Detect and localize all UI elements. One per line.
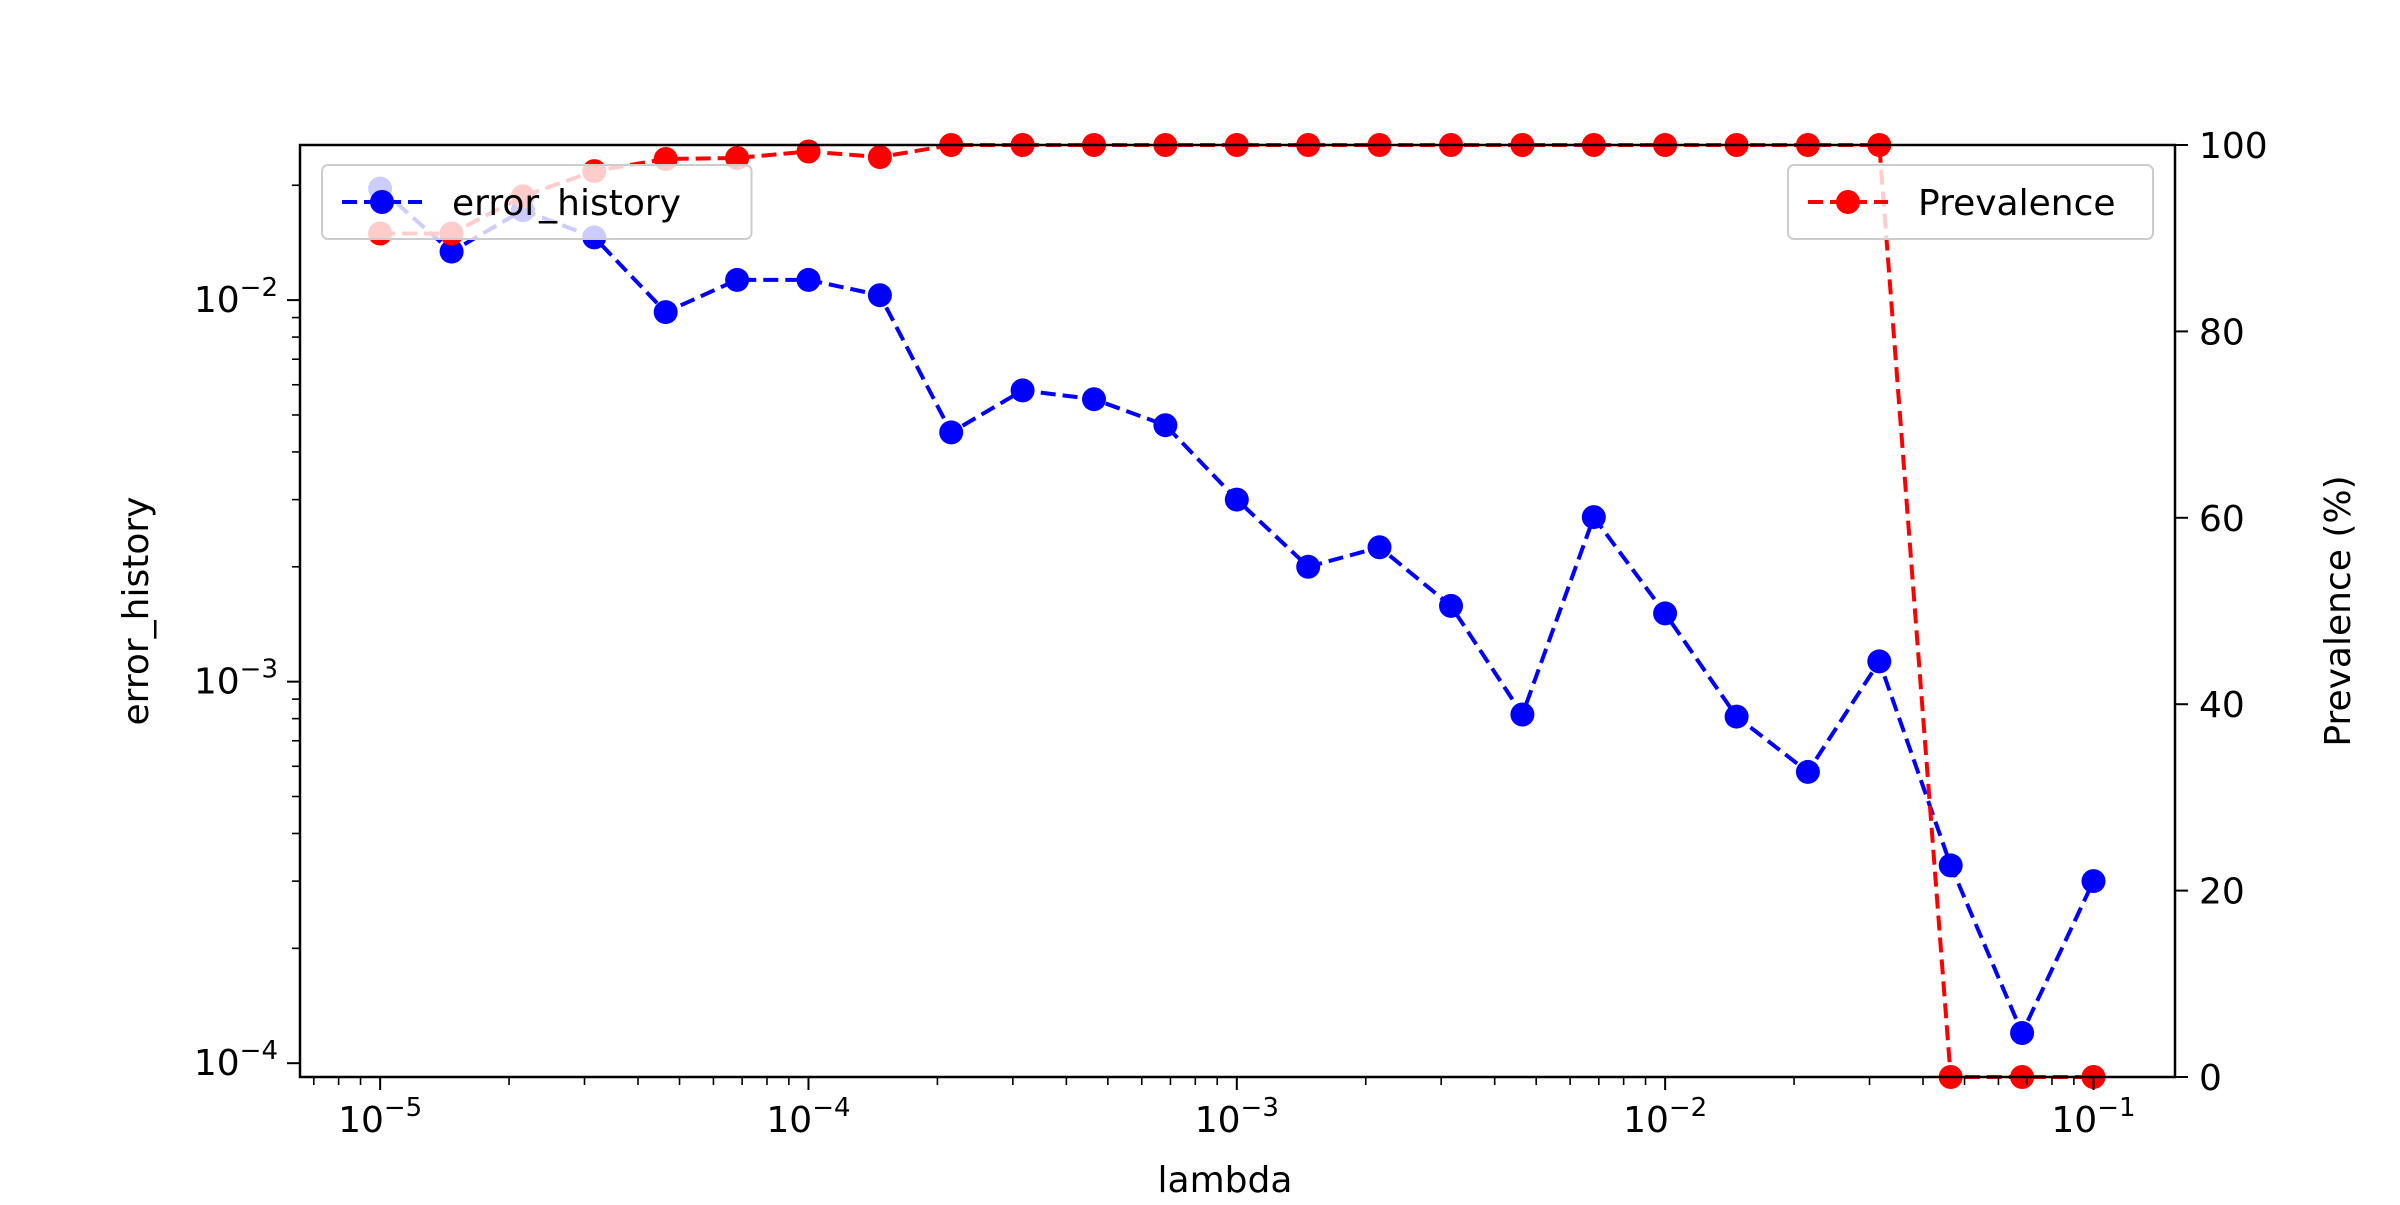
- data-point-error_history-4: [653, 300, 678, 325]
- y-axis-right: 0 20 40 60 80 100: [2175, 126, 2268, 1099]
- x-axis: 10−5 10−4 10−3 10−2 10−1: [312, 1077, 2136, 1141]
- data-point-error_history-9: [1010, 378, 1035, 403]
- data-point-error_history-21: [1867, 649, 1892, 674]
- x-axis-label: lambda: [1158, 1160, 1293, 1200]
- series-layer: [368, 133, 2106, 1089]
- data-point-error_history-19: [1724, 704, 1749, 729]
- data-point-Prevalence-6: [796, 139, 821, 164]
- data-point-error_history-20: [1795, 759, 1820, 784]
- legend-Prevalence: Prevalence: [1787, 164, 2154, 240]
- x-tick-label: 10−1: [2051, 1093, 2135, 1141]
- series-line-error_history: [378, 187, 2096, 1038]
- data-point-error_history-12: [1224, 487, 1249, 512]
- data-point-Prevalence-7: [867, 145, 892, 170]
- legend-box: [1787, 164, 2154, 240]
- y2-tick-label: 0: [2199, 1058, 2222, 1099]
- data-point-error_history-5: [725, 267, 750, 292]
- data-point-error_history-6: [796, 267, 821, 292]
- y-tick-label: 10−2: [194, 273, 278, 321]
- y2-tick-label: 80: [2199, 312, 2245, 353]
- y-tick-label: 10−3: [194, 655, 278, 703]
- y2-tick-label: 100: [2199, 126, 2268, 167]
- legend-marker-swatch: [1836, 190, 1860, 214]
- data-point-error_history-13: [1296, 554, 1321, 579]
- legend-error_history: error_history: [321, 164, 753, 240]
- y2-tick-label: 20: [2199, 872, 2245, 913]
- data-point-error_history-22: [1938, 853, 1963, 878]
- legend-box: [321, 164, 753, 240]
- y-axis-label: error_history: [116, 497, 157, 726]
- data-point-error_history-10: [1082, 387, 1106, 412]
- data-point-error_history-1: [439, 239, 464, 264]
- data-point-error_history-23: [2010, 1021, 2035, 1045]
- y-tick-label: 10−4: [194, 1036, 278, 1084]
- plot-area-frame: [298, 143, 2177, 1079]
- x-tick-label: 10−3: [1195, 1093, 1279, 1141]
- y2-tick-label: 40: [2199, 685, 2245, 726]
- legend-marker-swatch: [370, 190, 394, 214]
- data-point-error_history-18: [1653, 601, 1678, 626]
- x-tick-label: 10−5: [338, 1093, 422, 1141]
- y-axis-left: 10−4 10−3 10−2: [194, 184, 300, 1084]
- data-point-error_history-8: [939, 420, 964, 445]
- y2-tick-label: 60: [2199, 499, 2245, 540]
- data-point-error_history-7: [867, 283, 892, 308]
- x-tick-label: 10−4: [766, 1093, 850, 1141]
- data-point-error_history-14: [1367, 535, 1392, 560]
- x-tick-label: 10−2: [1623, 1093, 1707, 1141]
- data-point-error_history-24: [2081, 869, 2106, 894]
- legend-label: error_history: [452, 183, 681, 224]
- data-point-error_history-15: [1439, 593, 1463, 618]
- legend-layer: error_history Prevalence: [321, 164, 2154, 240]
- data-point-error_history-16: [1510, 702, 1535, 727]
- data-point-error_history-17: [1581, 505, 1606, 530]
- y2-axis-label: Prevalence (%): [2318, 475, 2359, 746]
- data-point-error_history-11: [1153, 413, 1178, 438]
- legend-label: Prevalence: [1918, 183, 2116, 224]
